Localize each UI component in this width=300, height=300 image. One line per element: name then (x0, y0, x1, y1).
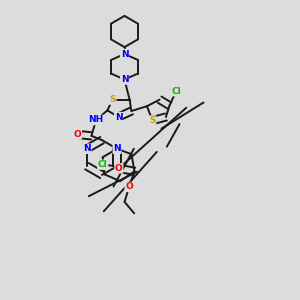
Text: NH: NH (88, 116, 104, 124)
Text: N: N (121, 75, 128, 84)
Text: S: S (109, 95, 116, 104)
Text: N: N (115, 112, 122, 122)
Text: N: N (121, 50, 128, 58)
Text: Cl: Cl (98, 160, 107, 169)
Text: S: S (149, 116, 156, 125)
Text: O: O (125, 182, 133, 191)
Text: O: O (74, 130, 81, 139)
Text: Cl: Cl (171, 87, 181, 96)
Text: O: O (115, 164, 123, 173)
Text: N: N (113, 144, 121, 153)
Text: N: N (83, 144, 91, 153)
